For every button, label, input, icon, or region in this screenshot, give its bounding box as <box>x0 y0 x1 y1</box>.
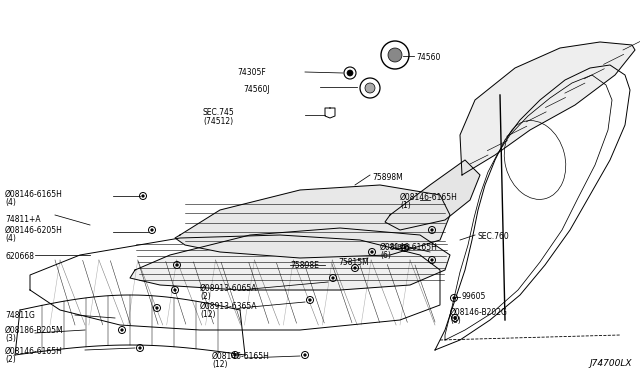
Circle shape <box>454 317 456 319</box>
Text: 75898E: 75898E <box>290 261 319 270</box>
Text: (2): (2) <box>200 292 211 301</box>
Text: 620668: 620668 <box>5 252 34 261</box>
Text: (12): (12) <box>200 310 216 319</box>
Circle shape <box>151 229 153 231</box>
Text: Ø08186-B205M: Ø08186-B205M <box>5 326 63 335</box>
Text: (4): (4) <box>5 234 16 243</box>
Circle shape <box>308 299 311 301</box>
Polygon shape <box>385 160 480 230</box>
Polygon shape <box>175 185 450 258</box>
Text: SEC.745: SEC.745 <box>202 108 234 117</box>
Text: J74700LX: J74700LX <box>589 359 632 368</box>
Circle shape <box>371 251 373 253</box>
Circle shape <box>304 354 306 356</box>
Text: Ø08146-6165H: Ø08146-6165H <box>380 243 438 252</box>
Text: (4): (4) <box>5 198 16 207</box>
Circle shape <box>156 307 158 309</box>
Text: Ø08913-6365A: Ø08913-6365A <box>200 302 257 311</box>
Text: 74811+A: 74811+A <box>5 215 40 224</box>
Text: SEC.760: SEC.760 <box>477 232 509 241</box>
Text: Ø08146-6165H: Ø08146-6165H <box>212 352 270 361</box>
Text: Ø08146-6165H: Ø08146-6165H <box>5 347 63 356</box>
Text: (8): (8) <box>450 316 461 325</box>
Text: 74811G: 74811G <box>5 311 35 320</box>
Text: Ø08146-6165H: Ø08146-6165H <box>5 190 63 199</box>
Circle shape <box>142 195 144 197</box>
Text: Ø08146-6205H: Ø08146-6205H <box>5 226 63 235</box>
Circle shape <box>347 70 353 76</box>
Text: 74305F: 74305F <box>237 68 266 77</box>
Text: 75815M: 75815M <box>338 258 369 267</box>
Circle shape <box>365 83 375 93</box>
Text: (2): (2) <box>5 355 16 364</box>
Text: 75898M: 75898M <box>372 173 403 182</box>
Text: (1): (1) <box>400 201 411 210</box>
Circle shape <box>452 297 455 299</box>
Text: 74811: 74811 <box>388 244 411 250</box>
Text: 74560: 74560 <box>416 53 440 62</box>
Circle shape <box>431 259 433 261</box>
Circle shape <box>431 229 433 231</box>
Text: (74512): (74512) <box>204 117 234 126</box>
Text: (3): (3) <box>5 334 16 343</box>
Text: 99605: 99605 <box>462 292 486 301</box>
Text: Ø08146-6165H: Ø08146-6165H <box>400 193 458 202</box>
Circle shape <box>388 48 402 62</box>
Polygon shape <box>130 228 450 290</box>
Circle shape <box>332 277 334 279</box>
Text: 74560J: 74560J <box>243 85 270 94</box>
Polygon shape <box>460 42 635 175</box>
Circle shape <box>174 289 176 291</box>
Circle shape <box>121 329 124 331</box>
Text: Ø08146-B202G: Ø08146-B202G <box>450 308 508 317</box>
Circle shape <box>354 267 356 269</box>
Circle shape <box>404 247 406 249</box>
Circle shape <box>176 264 178 266</box>
Circle shape <box>234 354 236 356</box>
Text: (12): (12) <box>212 360 227 369</box>
Text: Ø08913-6065A: Ø08913-6065A <box>200 284 257 293</box>
Circle shape <box>139 347 141 349</box>
Text: (6): (6) <box>380 251 391 260</box>
